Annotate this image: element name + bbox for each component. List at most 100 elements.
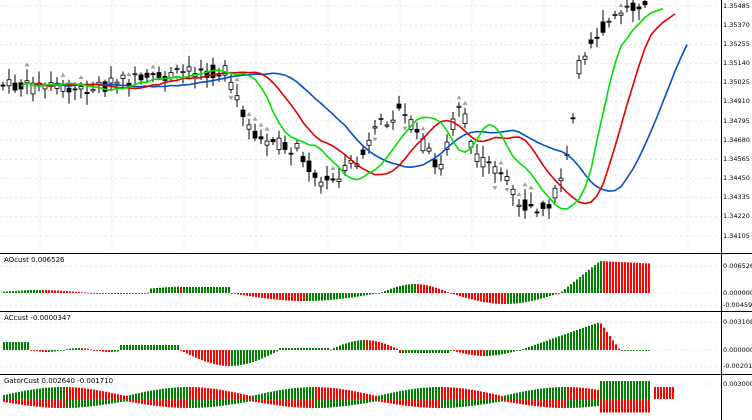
rising-histogram-bar [264,392,266,399]
falling-histogram-bar [612,399,614,413]
price-tick-label: 1.34450 [723,174,750,182]
falling-histogram-bar [543,399,545,408]
rising-histogram-bar [450,350,452,351]
rising-histogram-bar [111,350,113,352]
bear-candle [486,161,492,164]
gator-histogram[interactable] [0,375,721,420]
falling-histogram-bar [267,293,269,299]
price-tick-label: 1.35370 [723,20,750,29]
rising-histogram-bar [39,290,41,293]
falling-histogram-bar [18,399,20,405]
price-tick-label: 1.35255 [723,39,750,48]
pane-separator[interactable] [0,253,752,254]
falling-histogram-bar [102,293,104,294]
falling-histogram-bar [483,350,485,356]
rising-histogram-bar [441,350,443,353]
falling-histogram-bar [96,350,98,351]
rising-histogram-bar [363,340,365,350]
gator-indicator-pane[interactable]: GatorCust 0.002640 -0.001710 0.003000 [0,375,752,420]
ac-indicator-pane[interactable]: ACcust -0.0000347 0.0031088 0.000000 -0.00… [0,312,752,374]
rising-histogram-bar [150,345,152,350]
falling-histogram-bar [564,399,566,408]
rising-histogram-bar [525,293,527,303]
price-chart[interactable] [0,0,721,253]
falling-histogram-bar [87,348,89,350]
rising-histogram-bar [72,348,74,350]
falling-histogram-bar [93,389,95,399]
falling-histogram-bar [135,399,137,403]
falling-histogram-bar [552,399,554,408]
rising-histogram-bar [222,399,224,406]
rising-histogram-bar [516,350,518,351]
falling-histogram-bar [207,388,209,399]
bull-candle [342,165,348,171]
falling-histogram-bar [180,287,182,293]
falling-histogram-bar [606,261,608,293]
falling-histogram-bar [90,389,92,399]
price-tick-label: 1.34105 [723,231,750,240]
rising-histogram-bar [147,345,149,350]
falling-histogram-bar [282,293,284,301]
bear-candle [66,87,72,93]
bear-candle [288,152,294,155]
rising-histogram-bar [282,348,284,350]
rising-histogram-bar [429,387,431,399]
rising-histogram-bar [645,350,647,351]
falling-histogram-bar [618,399,620,413]
rising-histogram-bar [33,290,35,293]
bear-candle [570,117,576,120]
falling-histogram-bar [519,399,521,405]
falling-histogram-bar [531,399,533,406]
falling-histogram-bar [468,350,470,355]
main-chart-pane[interactable]: 1.35485 1.35370 1.35255 1.35140 1.35025 1.349… [0,0,752,253]
rising-histogram-bar [81,399,83,408]
rising-histogram-bar [57,350,59,351]
bear-candle [540,202,546,209]
rising-histogram-bar [585,272,587,293]
rising-histogram-bar [546,293,548,297]
rising-histogram-bar [168,388,170,399]
indicator-tick-label: -0.004591 [723,300,752,309]
ac-histogram[interactable] [0,312,721,374]
rising-histogram-bar [36,388,38,399]
rising-histogram-bar [126,399,128,402]
ao-indicator-pane[interactable]: AOcust 0.006526 0.006526 0.000000 -0.00459… [0,254,752,311]
pane-separator[interactable] [0,311,752,312]
rising-histogram-bar [504,395,506,399]
pane-separator[interactable] [0,374,752,375]
falling-histogram-bar [375,341,377,350]
rising-histogram-bar [390,392,392,399]
falling-histogram-bar [528,399,530,406]
falling-histogram-bar [381,342,383,350]
falling-histogram-bar [336,388,338,399]
falling-histogram-bar [387,399,389,404]
falling-histogram-bar [375,395,377,399]
rising-histogram-bar [303,348,305,350]
falling-histogram-bar [63,399,65,408]
rising-histogram-bar [462,399,464,407]
bull-candle [510,188,516,195]
falling-histogram-bar [102,391,104,399]
falling-histogram-bar [99,350,101,352]
ao-histogram[interactable] [0,254,721,311]
falling-histogram-bar [489,293,491,304]
falling-histogram-bar [180,399,182,408]
falling-histogram-bar [441,387,443,399]
falling-histogram-bar [288,293,290,301]
rising-histogram-bar [147,292,149,294]
rising-histogram-bar [288,348,290,350]
falling-histogram-bar [273,399,275,405]
falling-histogram-bar [27,399,29,406]
rising-histogram-bar [327,348,329,350]
rising-histogram-bar [6,291,8,293]
rising-histogram-bar [261,393,263,399]
falling-histogram-bar [390,346,392,350]
rising-histogram-bar [432,350,434,353]
falling-histogram-bar [507,399,509,403]
rising-histogram-bar [120,293,122,294]
falling-histogram-bar [483,293,485,303]
rising-histogram-bar [360,340,362,350]
rising-histogram-bar [540,342,542,350]
rising-histogram-bar [300,348,302,350]
falling-histogram-bar [648,263,650,293]
